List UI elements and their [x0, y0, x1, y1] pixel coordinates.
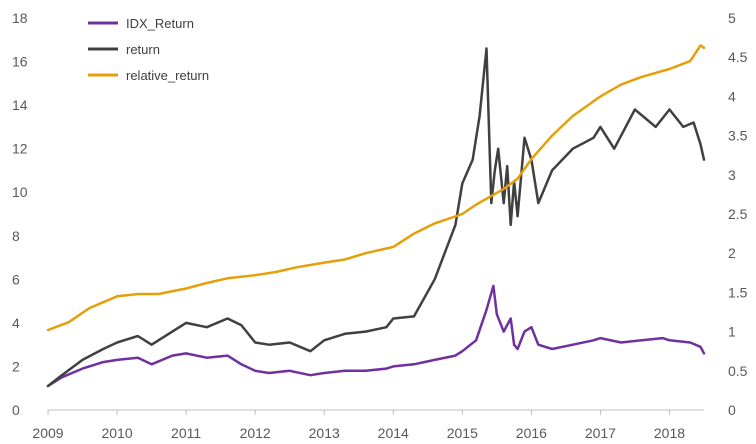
y-right-tick-label: 3 [728, 167, 736, 183]
y-left-tick-label: 18 [12, 10, 28, 26]
y-left-tick-label: 8 [12, 228, 20, 244]
y-right-tick-label: 2.5 [728, 206, 748, 222]
y-left-tick-label: 6 [12, 271, 20, 287]
x-tick-label: 2018 [654, 425, 685, 441]
legend-label: relative_return [126, 68, 209, 83]
x-tick-label: 2012 [240, 425, 271, 441]
y-left-tick-label: 0 [12, 402, 20, 418]
y-right-tick-label: 4.5 [728, 49, 748, 65]
series-line-idx-return [46, 284, 706, 388]
series-group [46, 44, 706, 388]
series-line-relative-return [46, 44, 706, 332]
x-tick-label: 2015 [447, 425, 478, 441]
y-right-tick-label: 1.5 [728, 284, 748, 300]
y-right-tick-label: 4 [728, 88, 736, 104]
y-right-tick-label: 0 [728, 402, 736, 418]
x-tick-label: 2011 [171, 425, 201, 441]
y-right-tick-label: 0.5 [728, 363, 748, 379]
y-left-tick-label: 16 [12, 54, 28, 70]
axes: 2009 2010 2011 2012 2013 2014 2015 2016 2017 2018… [12, 10, 748, 441]
x-tick-label: 2017 [585, 425, 616, 441]
y-right-tick-label: 1 [728, 324, 736, 340]
x-tick-label: 2010 [101, 425, 132, 441]
y-right-tick-label: 2 [728, 245, 736, 261]
x-tick-label: 2014 [378, 425, 409, 441]
x-tick-label: 2009 [32, 425, 63, 441]
y-right-tick-label: 5 [728, 10, 736, 26]
y-left-tick-label: 4 [12, 315, 20, 331]
y-left-tick-label: 12 [12, 141, 28, 157]
legend-label: return [126, 42, 160, 57]
series-line-return [46, 47, 706, 388]
y-left-tick-label: 14 [12, 97, 28, 113]
x-tick-label: 2016 [516, 425, 547, 441]
x-tick-label: 2013 [309, 425, 340, 441]
legend-label: IDX_Return [126, 16, 194, 31]
y-left-tick-label: 10 [12, 184, 28, 200]
y-left-tick-label: 2 [12, 358, 20, 374]
y-right-tick-label: 3.5 [728, 128, 748, 144]
